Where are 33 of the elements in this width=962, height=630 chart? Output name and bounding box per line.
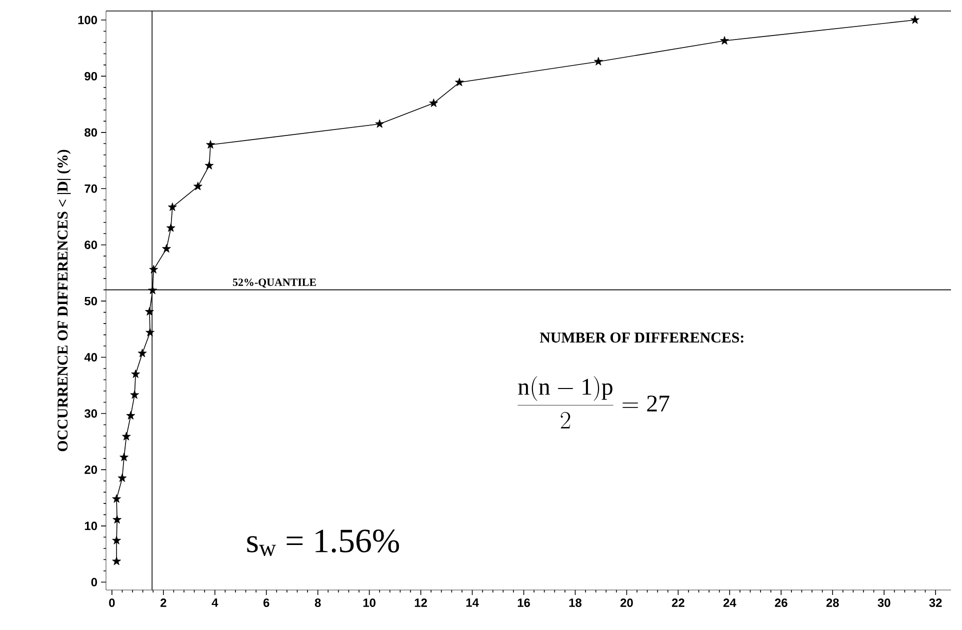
x-tick-label: 0	[109, 598, 115, 607]
x-tick-label: 16	[518, 598, 530, 607]
x-tick-label: 4	[212, 598, 218, 607]
x-tick-label: 26	[774, 598, 788, 607]
x-tick-label: 8	[314, 598, 321, 607]
ref-line-label: 52%-QUANTILE	[232, 278, 316, 288]
x-tick-label: 10	[363, 598, 376, 607]
annotation: $\frac{\mathrm{n(n-1)p}}{2} = \mathrm{27}$	[518, 376, 670, 428]
y-tick-label: 0	[91, 578, 98, 586]
y-tick-label: 20	[84, 465, 98, 474]
x-tick-label: 6	[263, 598, 270, 607]
y-tick-label: 80	[84, 128, 98, 137]
x-tick-label: 32	[929, 598, 942, 607]
annotation: s$_{w}$ = 1.56%	[247, 530, 399, 556]
y-tick-label: 90	[84, 72, 98, 80]
x-tick-label: 2	[160, 598, 166, 607]
y-tick-label: 40	[84, 353, 98, 362]
y-tick-label: 60	[84, 240, 98, 250]
y-tick-label: 30	[84, 409, 98, 418]
x-tick-label: 24	[723, 598, 736, 607]
y-tick-label: 70	[84, 184, 98, 193]
y-tick-label: 50	[84, 296, 98, 306]
x-tick-label: 20	[620, 598, 633, 607]
x-tick-label: 30	[878, 598, 890, 607]
x-tick-label: 12	[414, 598, 427, 607]
y-tick-label: 100	[78, 16, 97, 24]
x-tick-label: 14	[466, 598, 479, 607]
x-tick-label: 28	[826, 598, 839, 607]
x-tick-label: 22	[672, 598, 684, 607]
x-tick-label: 18	[569, 598, 582, 607]
y-axis-title: OCCURRENCE OF DIFFERENCES < |D| (%)	[57, 150, 71, 452]
y-tick-label: 10	[84, 522, 98, 530]
annotation: NUMBER OF DIFFERENCES:	[540, 332, 744, 343]
